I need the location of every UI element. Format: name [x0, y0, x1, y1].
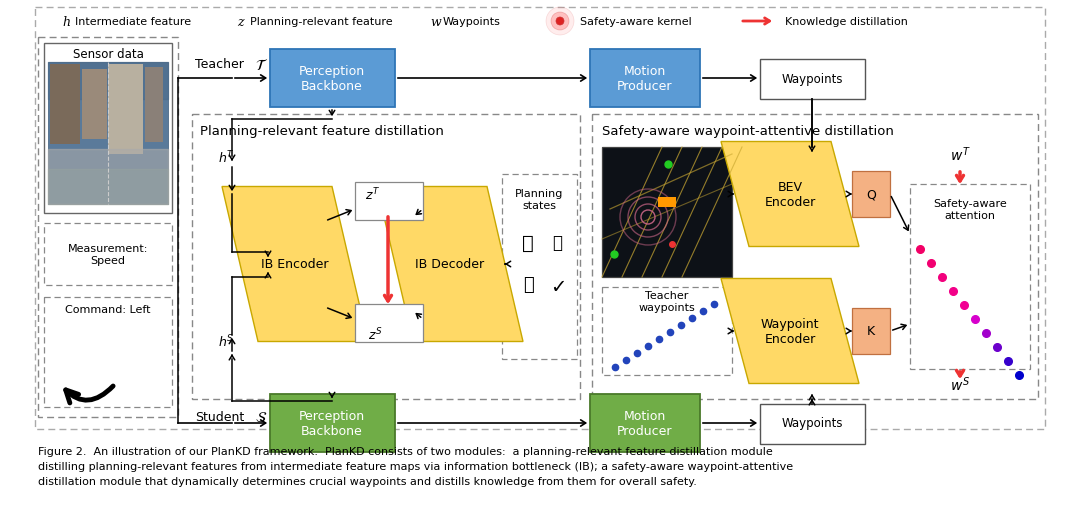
- FancyBboxPatch shape: [760, 60, 865, 100]
- FancyBboxPatch shape: [355, 304, 423, 343]
- FancyBboxPatch shape: [50, 65, 80, 145]
- FancyBboxPatch shape: [82, 70, 107, 140]
- Text: Knowledge distillation: Knowledge distillation: [785, 17, 908, 27]
- Text: Waypoints: Waypoints: [781, 73, 842, 87]
- Text: Planning-relevant feature: Planning-relevant feature: [249, 17, 393, 27]
- Text: $h^S$: $h^S$: [218, 333, 234, 350]
- Text: Figure 2.  An illustration of our PlanKD framework.  PlanKD consists of two modu: Figure 2. An illustration of our PlanKD …: [38, 446, 773, 456]
- Text: Teacher: Teacher: [195, 59, 244, 71]
- Text: IB Encoder: IB Encoder: [261, 258, 328, 271]
- FancyBboxPatch shape: [48, 63, 168, 205]
- Text: $z^S$: $z^S$: [368, 326, 382, 343]
- FancyBboxPatch shape: [602, 148, 732, 277]
- FancyBboxPatch shape: [145, 68, 163, 143]
- Text: $w^T$: $w^T$: [949, 146, 970, 164]
- Text: $h^T$: $h^T$: [218, 150, 234, 166]
- FancyBboxPatch shape: [270, 50, 395, 108]
- Text: Planning
states: Planning states: [515, 189, 563, 210]
- FancyBboxPatch shape: [852, 308, 890, 354]
- Text: ✓: ✓: [550, 278, 566, 297]
- Circle shape: [551, 13, 569, 31]
- Text: Motion
Producer: Motion Producer: [618, 65, 673, 93]
- Text: BEV
Encoder: BEV Encoder: [765, 181, 815, 209]
- Text: w: w: [430, 15, 441, 29]
- Text: $\mathcal{S}$: $\mathcal{S}$: [255, 410, 267, 425]
- Text: Safety-aware
attention: Safety-aware attention: [933, 199, 1007, 220]
- Text: Perception
Backbone: Perception Backbone: [299, 409, 365, 437]
- Text: Safety-aware kernel: Safety-aware kernel: [580, 17, 692, 27]
- Polygon shape: [377, 187, 523, 342]
- Text: $w^S$: $w^S$: [950, 375, 970, 393]
- Text: Waypoints: Waypoints: [781, 417, 842, 430]
- Text: Motion
Producer: Motion Producer: [618, 409, 673, 437]
- Text: Planning-relevant feature distillation: Planning-relevant feature distillation: [200, 125, 444, 138]
- Text: $z^T$: $z^T$: [365, 186, 380, 203]
- Text: $\mathcal{T}$: $\mathcal{T}$: [255, 58, 268, 72]
- Text: Q: Q: [866, 188, 876, 201]
- Polygon shape: [721, 142, 859, 247]
- Text: Waypoint
Encoder: Waypoint Encoder: [760, 318, 820, 345]
- Polygon shape: [721, 279, 859, 384]
- Text: Perception
Backbone: Perception Backbone: [299, 65, 365, 93]
- Text: Measurement:
Speed: Measurement: Speed: [68, 244, 148, 265]
- Circle shape: [546, 8, 573, 36]
- Text: Command: Left: Command: Left: [65, 304, 151, 315]
- Text: Waypoints: Waypoints: [443, 17, 501, 27]
- FancyBboxPatch shape: [355, 183, 423, 220]
- Text: K: K: [867, 325, 875, 338]
- FancyBboxPatch shape: [590, 50, 700, 108]
- FancyBboxPatch shape: [108, 65, 143, 155]
- Text: Safety-aware waypoint-attentive distillation: Safety-aware waypoint-attentive distilla…: [602, 125, 894, 138]
- Text: h: h: [62, 15, 70, 29]
- FancyBboxPatch shape: [590, 394, 700, 452]
- Text: IB Decoder: IB Decoder: [416, 258, 485, 271]
- Text: Student: Student: [195, 411, 244, 423]
- FancyBboxPatch shape: [270, 394, 395, 452]
- Text: Teacher
waypoints: Teacher waypoints: [638, 291, 696, 312]
- Text: 🛑: 🛑: [552, 234, 562, 251]
- FancyBboxPatch shape: [852, 172, 890, 217]
- Text: Intermediate feature: Intermediate feature: [75, 17, 191, 27]
- Circle shape: [556, 18, 564, 26]
- FancyBboxPatch shape: [658, 197, 676, 208]
- Polygon shape: [222, 187, 368, 342]
- Text: distillation module that dynamically determines crucial waypoints and distills k: distillation module that dynamically det…: [38, 476, 697, 486]
- FancyBboxPatch shape: [760, 404, 865, 444]
- Text: Sensor data: Sensor data: [72, 48, 144, 62]
- Text: 🚌: 🚌: [522, 233, 534, 252]
- Text: 🚦: 🚦: [523, 275, 534, 293]
- FancyBboxPatch shape: [44, 44, 172, 214]
- Text: z: z: [237, 15, 244, 29]
- Text: distilling planning-relevant features from intermediate feature maps via informa: distilling planning-relevant features fr…: [38, 461, 793, 471]
